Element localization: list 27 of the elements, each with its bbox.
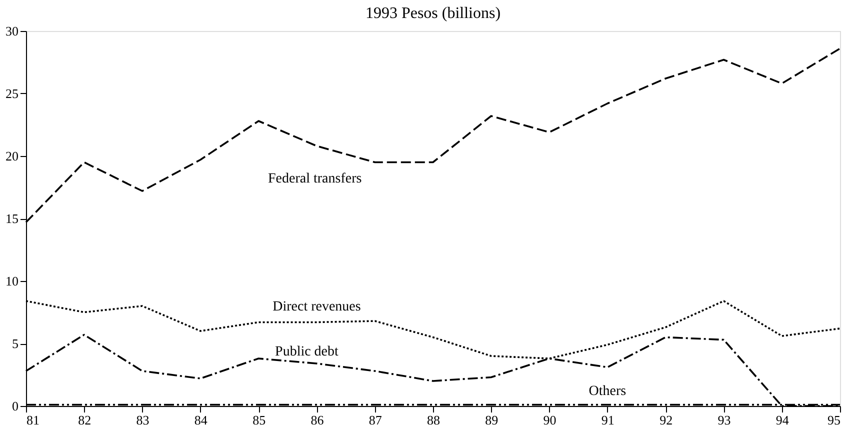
y-tick-label: 20 <box>6 148 18 164</box>
y-tick-label: 25 <box>6 86 18 101</box>
x-tick-label: 86 <box>310 412 324 428</box>
x-tick-label: 82 <box>78 412 92 428</box>
series-label: Federal transfers <box>268 171 362 186</box>
y-tick-label: 0 <box>12 398 18 414</box>
chart-title: 1993 Pesos (billions) <box>365 5 501 22</box>
x-tick-label: 94 <box>776 412 790 428</box>
y-tick-label: 30 <box>6 24 18 38</box>
x-tick-label: 87 <box>368 412 382 428</box>
y-tick-label: 15 <box>6 211 18 226</box>
x-tick-label: 95 <box>828 412 840 428</box>
y-tick-label: 5 <box>12 336 18 351</box>
x-tick-label: 81 <box>26 412 40 428</box>
x-tick-label: 92 <box>660 412 673 428</box>
x-tick-label: 93 <box>718 412 731 428</box>
series-label: Direct revenues <box>272 299 361 314</box>
x-tick-label: 84 <box>194 412 208 428</box>
x-tick-label: 83 <box>136 412 150 428</box>
x-tick-label: 88 <box>427 412 440 428</box>
x-tick-label: 91 <box>601 412 614 428</box>
series-label: Public debt <box>275 344 339 360</box>
x-tick-label: 89 <box>485 412 498 428</box>
x-tick-label: 85 <box>252 412 266 428</box>
series-label: Others <box>588 384 626 399</box>
x-tick-label: 90 <box>543 412 556 428</box>
y-tick-label: 10 <box>6 274 18 288</box>
